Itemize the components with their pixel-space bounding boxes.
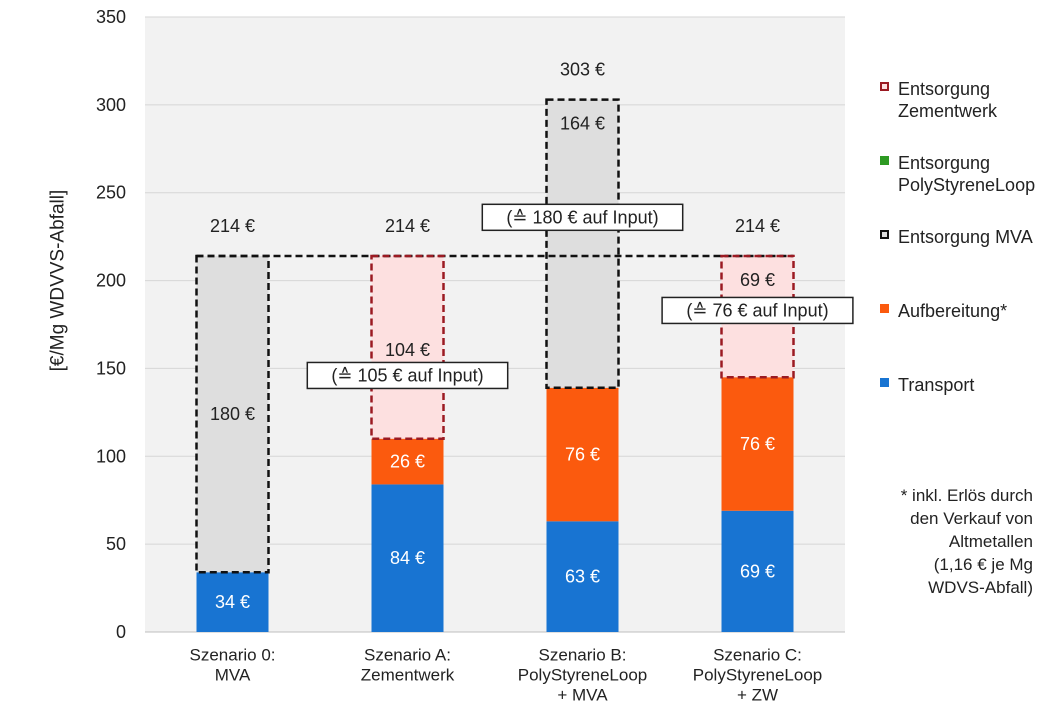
x-category-label: + MVA bbox=[557, 686, 608, 705]
y-tick-label: 300 bbox=[96, 95, 126, 115]
data-label-aufbereitung: 76 € bbox=[565, 445, 600, 465]
legend-swatch bbox=[880, 230, 889, 239]
x-category-label: Szenario 0: bbox=[190, 646, 276, 665]
input-note-box bbox=[661, 296, 854, 325]
bar-outline bbox=[195, 254, 270, 574]
input-note-box bbox=[306, 361, 509, 390]
bar-outline bbox=[370, 254, 445, 440]
y-tick-label: 50 bbox=[106, 534, 126, 554]
y-tick-label: 150 bbox=[96, 358, 126, 378]
legend-label: Transport bbox=[898, 375, 975, 395]
x-category-label: Szenario C: bbox=[713, 646, 802, 665]
bar-transport bbox=[371, 484, 444, 632]
legend-label: Entsorgung Zementwerk bbox=[898, 79, 998, 121]
data-label-transport: 63 € bbox=[565, 567, 600, 587]
x-category-label: Szenario B: bbox=[539, 646, 627, 665]
data-label-transport: 69 € bbox=[740, 561, 775, 581]
data-label-mva: 164 € bbox=[560, 114, 605, 134]
data-label-transport: 84 € bbox=[390, 548, 425, 568]
bar-aufbereitung bbox=[371, 438, 444, 485]
bar-mva bbox=[546, 99, 619, 388]
y-axis-title: [€/Mg WDVVS-Abfall] bbox=[48, 190, 69, 372]
bar-aufbereitung bbox=[546, 387, 619, 522]
x-category-label: PolyStyreneLoop bbox=[693, 666, 822, 685]
bar-outline bbox=[545, 98, 620, 390]
y-tick-label: 0 bbox=[116, 622, 126, 642]
legend-label: Aufbereitung* bbox=[898, 301, 1008, 321]
legend-swatch bbox=[880, 304, 889, 313]
y-tick-label: 250 bbox=[96, 183, 126, 203]
data-label-mva: 180 € bbox=[210, 404, 255, 424]
data-label-aufbereitung: 76 € bbox=[740, 434, 775, 454]
total-label: 214 € bbox=[210, 216, 255, 236]
legend-swatch bbox=[880, 156, 889, 165]
bar-transport bbox=[546, 521, 619, 632]
total-label: 214 € bbox=[735, 216, 780, 236]
legend-label: Entsorgung MVA bbox=[898, 227, 1033, 247]
x-category-label: PolyStyreneLoop bbox=[518, 666, 647, 685]
x-category-label: MVA bbox=[215, 666, 251, 685]
x-category-label: Szenario A: bbox=[364, 646, 451, 665]
legend-label: Entsorgung PolyStyreneLoop bbox=[898, 153, 1036, 195]
input-note-text: (≙ 180 € auf Input) bbox=[506, 207, 658, 227]
data-label-zement: 104 € bbox=[385, 340, 430, 360]
data-label-transport: 34 € bbox=[215, 592, 250, 612]
total-label: 214 € bbox=[385, 216, 430, 236]
total-label: 303 € bbox=[560, 60, 605, 80]
y-tick-label: 200 bbox=[96, 271, 126, 291]
y-tick-label: 350 bbox=[96, 7, 126, 27]
x-category-label: + ZW bbox=[737, 686, 778, 705]
input-note-box bbox=[481, 203, 684, 232]
legend-swatch bbox=[880, 378, 889, 387]
bar-aufbereitung bbox=[721, 377, 794, 511]
bar-transport bbox=[196, 572, 269, 632]
bar-transport bbox=[721, 510, 794, 632]
bar-zement bbox=[371, 255, 444, 439]
input-note-text: (≙ 76 € auf Input) bbox=[686, 300, 828, 320]
input-note-text: (≙ 105 € auf Input) bbox=[331, 365, 483, 385]
legend-swatch bbox=[880, 82, 889, 91]
footnote: * inkl. Erlös durch den Verkauf von Altm… bbox=[900, 486, 1033, 597]
bar-mva bbox=[196, 255, 269, 573]
x-category-label: Zementwerk bbox=[361, 666, 455, 685]
y-tick-label: 100 bbox=[96, 446, 126, 466]
data-label-aufbereitung: 26 € bbox=[390, 452, 425, 472]
data-label-zement: 69 € bbox=[740, 270, 775, 290]
